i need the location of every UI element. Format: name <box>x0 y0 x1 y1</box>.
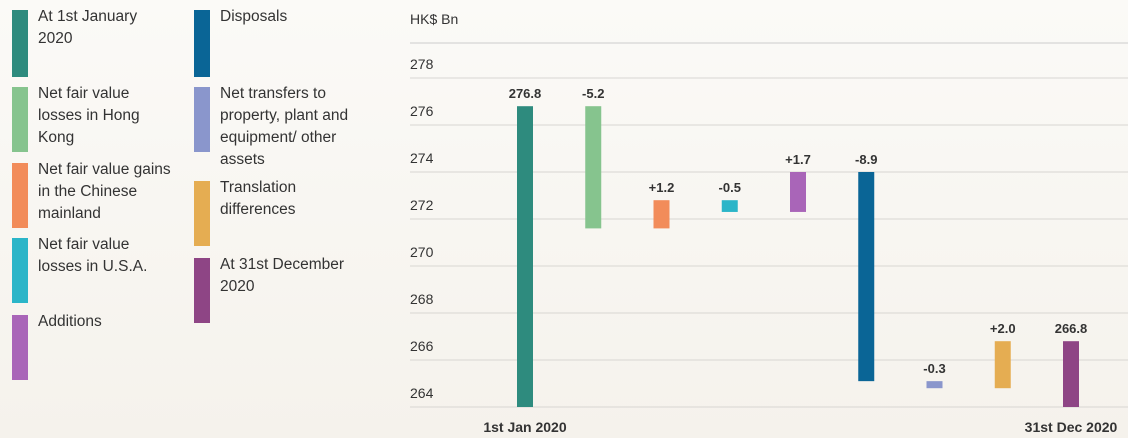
bar <box>926 381 943 389</box>
bar <box>858 172 875 382</box>
bar <box>790 172 806 212</box>
y-tick-label: 270 <box>410 244 434 260</box>
y-tick-label: 272 <box>410 197 434 213</box>
value-label: +1.7 <box>785 152 811 167</box>
legend-item: Net fair value gains in the Chinese main… <box>12 161 174 228</box>
legend-label: At 1st January 2020 <box>38 8 138 47</box>
legend-item: Net fair value losses in Hong Kong <box>12 85 174 152</box>
legend-swatch <box>12 10 28 77</box>
legend-swatch <box>12 87 28 152</box>
legend-label: Disposals <box>220 8 288 25</box>
legend-label: Net fair value gains in the Chinese main… <box>38 161 171 222</box>
legend-label: Translation differences <box>220 179 297 218</box>
legend-swatch <box>194 87 210 152</box>
legend-item: Translation differences <box>194 179 356 246</box>
legend-item: Net transfers to property, plant and equ… <box>194 85 356 171</box>
legend-item: At 31st December 2020 <box>194 256 356 323</box>
value-label: +1.2 <box>649 180 675 195</box>
legend-swatch <box>194 181 210 246</box>
value-label: +2.0 <box>990 321 1016 336</box>
legend-label: Net transfers to property, plant and equ… <box>220 85 349 168</box>
legend-swatch <box>12 238 28 303</box>
y-tick-label: 266 <box>410 338 434 354</box>
legend-swatch <box>12 163 28 228</box>
y-tick-label: 276 <box>410 103 434 119</box>
legend-label: Net fair value losses in Hong Kong <box>38 85 140 146</box>
legend-swatch <box>194 258 210 323</box>
value-label: -5.2 <box>582 86 604 101</box>
value-label: -8.9 <box>855 152 877 167</box>
legend-item: At 1st January 2020 <box>12 8 174 77</box>
y-tick-label: 278 <box>410 56 434 72</box>
legend-label: Additions <box>38 313 102 330</box>
legend-label: At 31st December 2020 <box>220 256 345 295</box>
bar <box>517 106 533 407</box>
value-label: 276.8 <box>509 86 542 101</box>
value-label: -0.3 <box>923 361 945 376</box>
y-axis-label: HK$ Bn <box>410 11 458 27</box>
bar <box>653 200 670 229</box>
y-tick-label: 274 <box>410 150 434 166</box>
x-tick-label: 1st Jan 2020 <box>483 419 566 435</box>
value-label: -0.5 <box>719 180 741 195</box>
y-tick-label: 264 <box>410 385 434 401</box>
legend-item: Net fair value losses in U.S.A. <box>12 236 174 303</box>
legend-item: Disposals <box>194 8 356 77</box>
value-label: 266.8 <box>1055 321 1088 336</box>
legend-swatch <box>194 10 210 77</box>
bar <box>585 106 602 229</box>
legend-item: Additions <box>12 313 174 380</box>
y-tick-label: 268 <box>410 291 434 307</box>
bar <box>721 200 738 212</box>
legend-label: Net fair value losses in U.S.A. <box>38 236 148 275</box>
bar <box>994 341 1011 389</box>
legend-swatch <box>12 315 28 380</box>
bar <box>1063 341 1079 407</box>
x-tick-label: 31st Dec 2020 <box>1025 419 1118 435</box>
